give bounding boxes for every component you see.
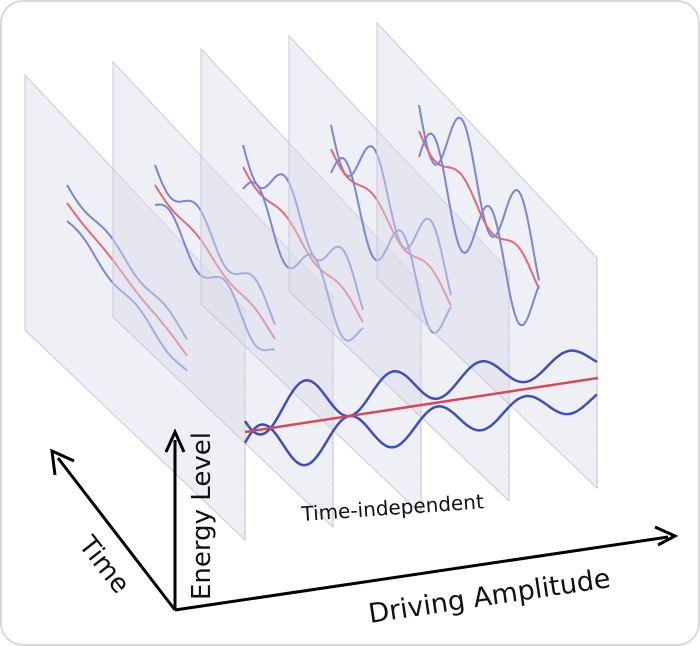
energy-level bbox=[243, 349, 598, 436]
energy-level bbox=[154, 164, 276, 325]
time-axis bbox=[56, 457, 177, 611]
energy-level bbox=[66, 184, 188, 340]
energy-level bbox=[244, 376, 599, 434]
energy-level bbox=[330, 148, 452, 307]
energy-level bbox=[242, 144, 364, 311]
energy-level bbox=[243, 393, 598, 467]
energy-level bbox=[418, 132, 540, 327]
energy-level bbox=[418, 104, 540, 281]
energy-level bbox=[66, 202, 188, 357]
energy-level bbox=[330, 156, 452, 334]
axes bbox=[50, 428, 679, 612]
energy-level bbox=[66, 220, 188, 372]
energy-level bbox=[242, 181, 364, 342]
arrow bbox=[164, 428, 186, 453]
arrow bbox=[654, 525, 679, 547]
energy-level bbox=[154, 203, 276, 352]
energy-level bbox=[154, 184, 276, 340]
energy-level bbox=[418, 130, 540, 290]
time-independent-plot bbox=[243, 349, 599, 467]
energy-label: Energy Level bbox=[187, 432, 217, 600]
arrow bbox=[50, 448, 75, 476]
amplitude-axis bbox=[174, 535, 669, 612]
